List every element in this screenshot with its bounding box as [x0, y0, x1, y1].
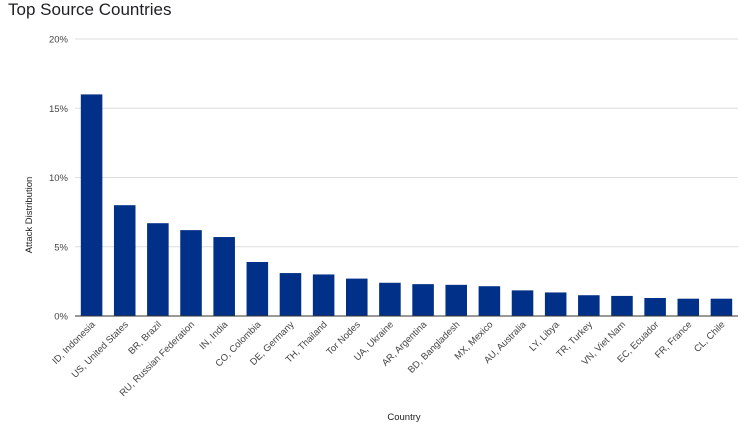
bar	[544, 292, 567, 316]
bar	[611, 295, 633, 316]
bar	[644, 297, 666, 316]
y-axis-title: Attack Distribution	[24, 177, 35, 254]
bar	[412, 284, 434, 316]
bar	[578, 295, 600, 316]
bar	[312, 274, 335, 316]
x-tick-label: US, United States	[70, 319, 131, 380]
x-tick-label: IN, India	[197, 319, 230, 352]
bar	[710, 298, 733, 316]
bar	[213, 237, 235, 316]
bar	[279, 273, 302, 316]
bar	[147, 223, 169, 316]
bar	[445, 284, 467, 316]
y-tick-label: 15%	[49, 104, 69, 115]
bar	[511, 290, 534, 316]
bars	[80, 94, 733, 317]
y-tick-label: 0%	[54, 312, 68, 323]
x-tick-label: CL, Chile	[692, 319, 727, 354]
bar	[246, 261, 269, 316]
y-tick-label: 5%	[54, 242, 68, 253]
gridlines	[75, 38, 738, 248]
y-tick-label: 20%	[49, 35, 69, 46]
bar	[677, 298, 700, 316]
bar	[80, 94, 103, 317]
bar	[180, 230, 202, 316]
bar	[113, 205, 136, 316]
chart-title: Top Source Countries	[8, 0, 172, 19]
y-axis-tick-labels: 0% 5% 10% 15% 20%	[49, 35, 69, 323]
bar	[379, 282, 401, 316]
y-tick-label: 10%	[49, 173, 69, 184]
x-axis-title: Country	[387, 412, 421, 423]
bar	[346, 278, 368, 316]
bar	[478, 286, 501, 316]
